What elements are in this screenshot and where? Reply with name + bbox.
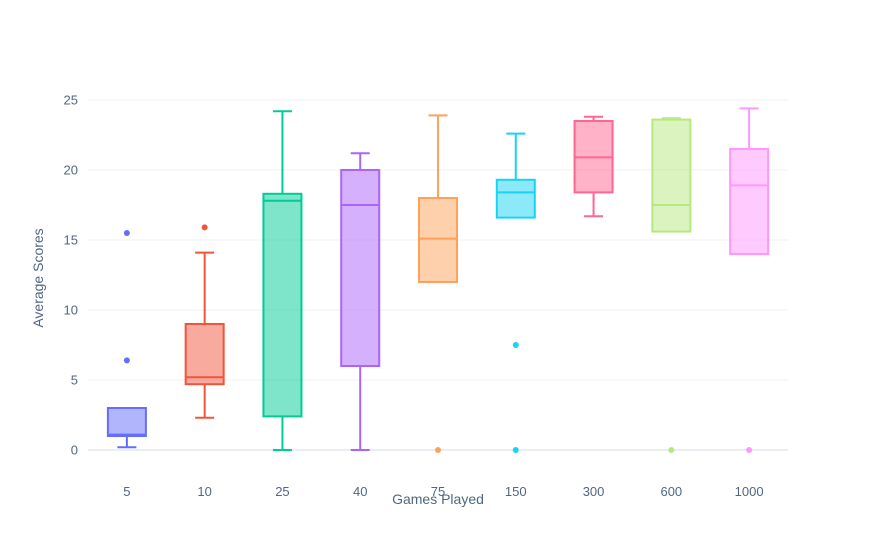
box-5 (106, 230, 147, 449)
y-tick-labels: 0 5 10 15 20 25 (64, 93, 78, 458)
outlier-point (512, 342, 519, 348)
x-tick-label: 40 (353, 484, 367, 499)
outlier-point (123, 230, 130, 236)
iqr-box (340, 169, 381, 367)
outlier-point (123, 357, 130, 364)
iqr-box (418, 197, 458, 283)
outlier-point (668, 447, 675, 453)
iqr-box (729, 148, 770, 255)
box-75 (418, 114, 458, 453)
y-tick-label: 20 (64, 163, 78, 178)
outlier-point (746, 447, 753, 453)
x-tick-label: 75 (431, 484, 445, 499)
box-150 (495, 132, 536, 453)
y-tick-label: 10 (64, 303, 78, 318)
x-tick-label: 5 (123, 484, 130, 499)
iqr-box (651, 118, 692, 233)
x-tick-label: 300 (583, 484, 605, 499)
box-600 (651, 117, 692, 453)
iqr-box (184, 323, 225, 386)
x-tick-label: 1000 (735, 484, 764, 499)
x-tick-label: 10 (197, 484, 211, 499)
box-series (106, 107, 770, 453)
y-tick-label: 0 (71, 443, 78, 458)
box-1000 (729, 107, 770, 453)
x-tick-label: 600 (660, 484, 682, 499)
outlier-point (512, 447, 519, 453)
iqr-box (495, 178, 536, 219)
x-tick-label: 25 (275, 484, 289, 499)
y-tick-label: 15 (64, 233, 78, 248)
outlier-point (201, 224, 208, 231)
box-10 (184, 224, 225, 419)
x-tick-label: 150 (505, 484, 527, 499)
outlier-point (435, 447, 441, 453)
y-tick-label: 25 (64, 93, 78, 108)
box-300 (573, 115, 614, 218)
box-25 (262, 110, 303, 451)
y-tick-label: 5 (71, 373, 78, 388)
x-tick-labels: 5 10 25 40 75 150 300 600 1000 (123, 484, 763, 499)
iqr-box (106, 407, 147, 437)
iqr-box (262, 192, 303, 418)
box-40 (340, 152, 381, 451)
y-axis-title: Average Scores (30, 228, 46, 327)
x-axis-title: Games Played (392, 491, 484, 507)
